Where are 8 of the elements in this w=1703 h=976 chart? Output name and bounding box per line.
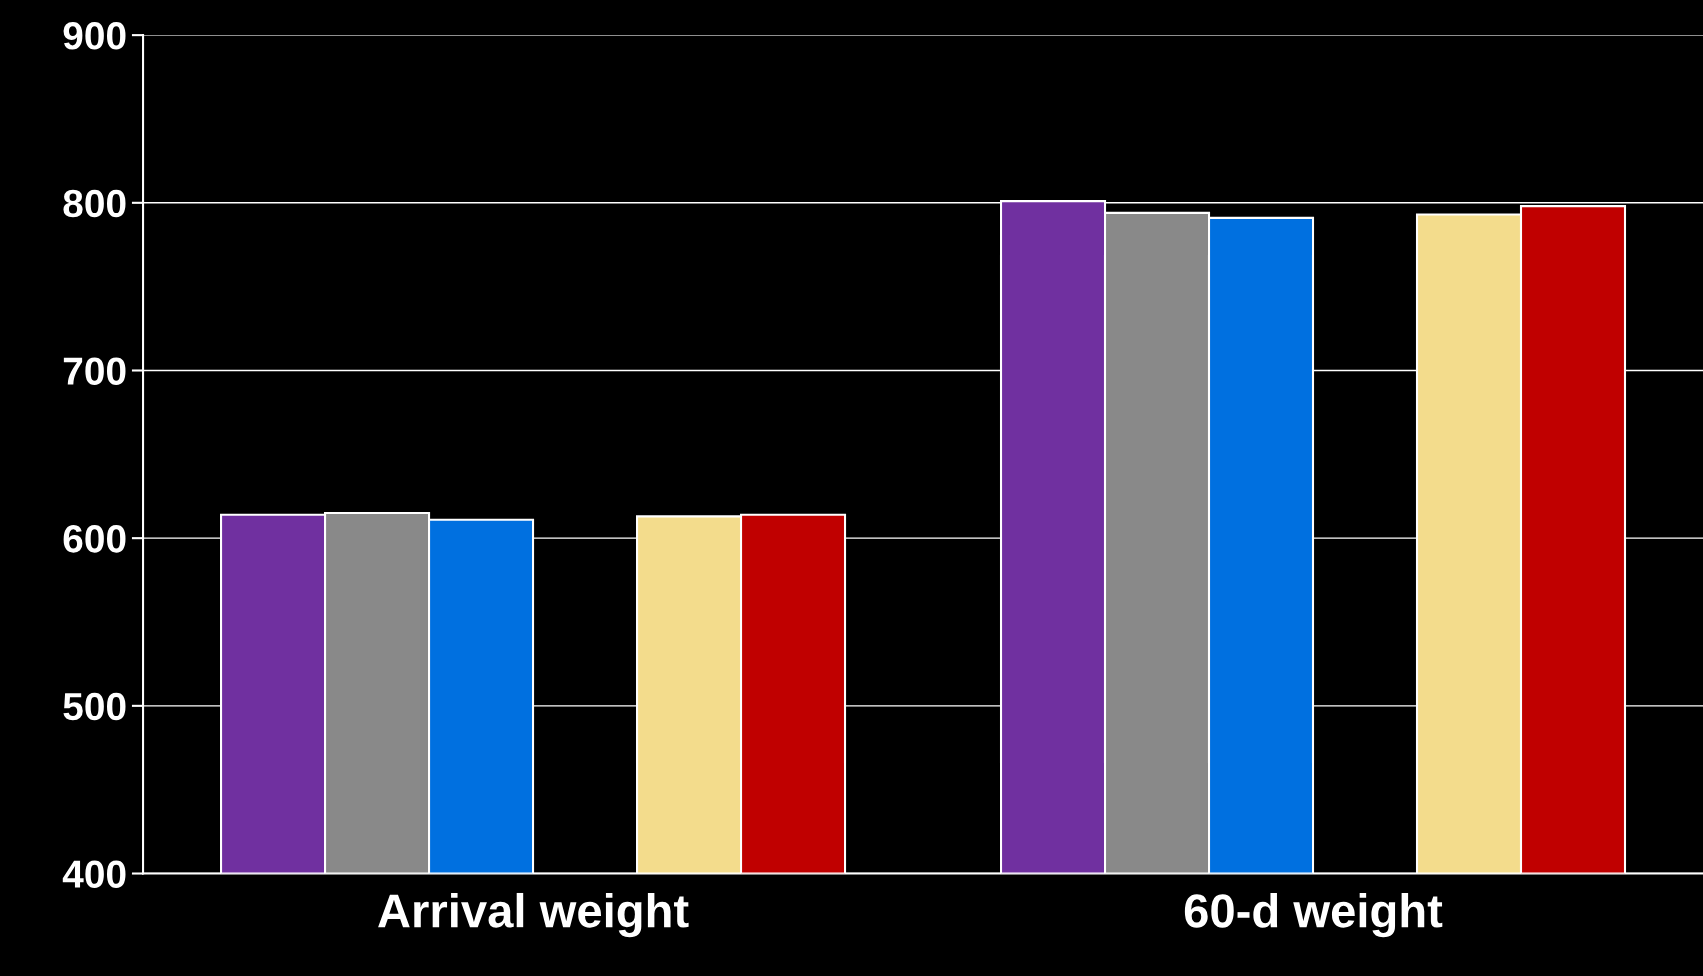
x-tick-label: Arrival weight	[378, 892, 689, 938]
y-tick-label: 900	[63, 22, 126, 50]
y-tick-label: 500	[63, 692, 126, 721]
y-tick-label: 700	[63, 357, 126, 385]
y-tick-label: 800	[63, 189, 126, 218]
x-tick-label: 60-d weight	[1184, 892, 1443, 938]
y-tick-label: 600	[63, 525, 126, 553]
y-tick-label: 400	[62, 860, 126, 888]
